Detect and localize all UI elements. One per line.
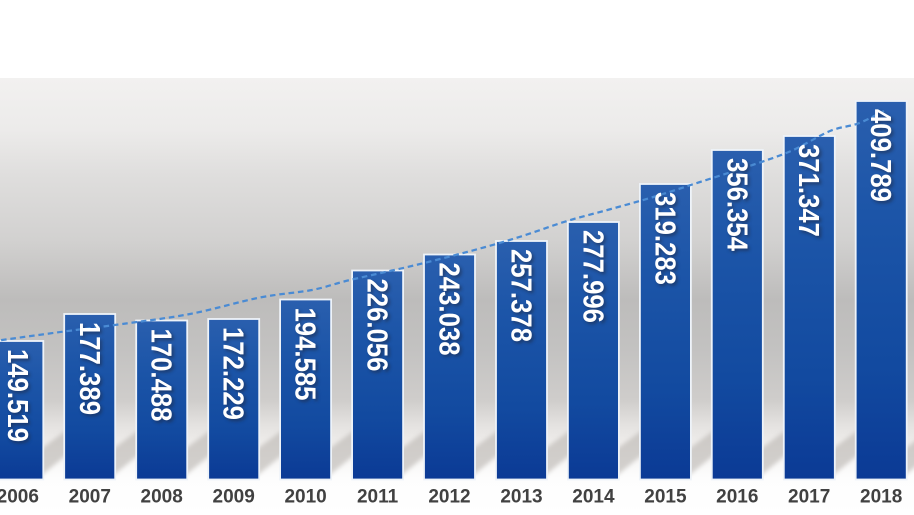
svg-text:371.347: 371.347 <box>794 146 826 239</box>
svg-text:226.056: 226.056 <box>361 279 393 372</box>
svg-text:2014: 2014 <box>572 487 615 508</box>
svg-text:2008: 2008 <box>141 487 183 508</box>
svg-text:2013: 2013 <box>500 487 542 508</box>
svg-text:2010: 2010 <box>284 487 326 508</box>
svg-text:277.996: 277.996 <box>579 232 611 325</box>
svg-text:2012: 2012 <box>428 487 470 508</box>
svg-text:356.354: 356.354 <box>720 158 752 251</box>
svg-text:149.519: 149.519 <box>1 349 33 442</box>
svg-text:319.283: 319.283 <box>648 192 680 285</box>
svg-text:243.038: 243.038 <box>433 263 465 356</box>
svg-text:257.378: 257.378 <box>507 251 539 344</box>
svg-text:277.996: 277.996 <box>576 230 608 323</box>
svg-text:409.789: 409.789 <box>866 111 898 204</box>
svg-text:319.283: 319.283 <box>651 194 683 287</box>
svg-text:409.789: 409.789 <box>864 109 896 202</box>
svg-text:2015: 2015 <box>644 487 687 508</box>
svg-text:2007: 2007 <box>69 487 111 508</box>
svg-text:2006: 2006 <box>0 487 39 508</box>
svg-text:2016: 2016 <box>716 487 758 508</box>
svg-text:194.585: 194.585 <box>291 310 323 403</box>
svg-text:194.585: 194.585 <box>289 308 321 401</box>
svg-text:2018: 2018 <box>860 487 902 508</box>
svg-text:172.229: 172.229 <box>219 329 251 422</box>
svg-text:2011: 2011 <box>357 487 399 508</box>
svg-text:2017: 2017 <box>788 487 830 508</box>
svg-text:177.389: 177.389 <box>75 324 107 417</box>
svg-text:149.519: 149.519 <box>3 351 35 444</box>
svg-text:170.488: 170.488 <box>145 329 177 422</box>
svg-text:177.389: 177.389 <box>73 322 105 415</box>
svg-text:356.354: 356.354 <box>723 160 755 253</box>
svg-text:2009: 2009 <box>213 487 255 508</box>
svg-text:257.378: 257.378 <box>505 249 537 342</box>
svg-text:226.056: 226.056 <box>363 281 395 374</box>
svg-text:172.229: 172.229 <box>217 327 249 420</box>
svg-text:371.347: 371.347 <box>792 144 824 237</box>
svg-text:243.038: 243.038 <box>435 265 467 358</box>
svg-text:170.488: 170.488 <box>147 331 179 424</box>
